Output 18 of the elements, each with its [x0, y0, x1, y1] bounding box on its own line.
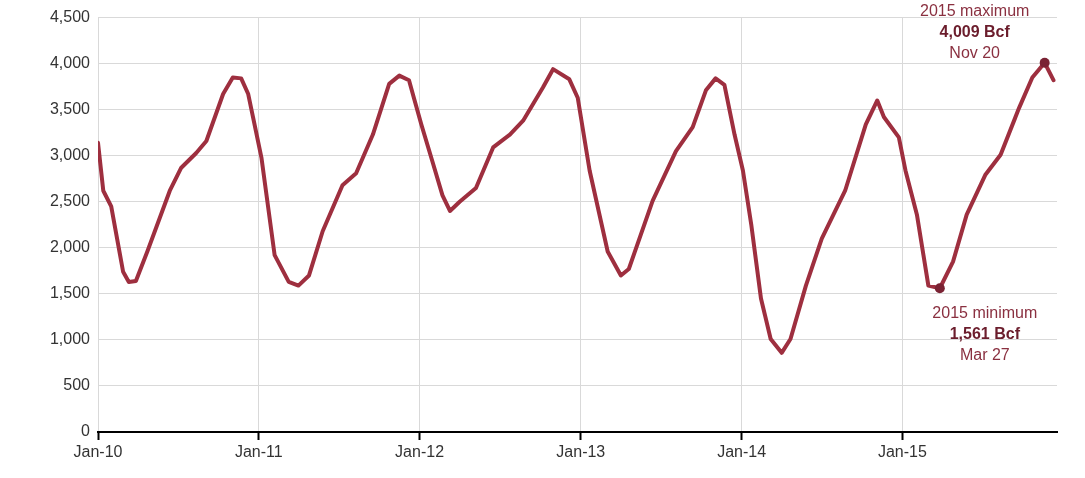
y-tick-label: 2,500 — [49, 192, 91, 210]
y-tick-label: 4,000 — [49, 54, 91, 72]
annotation: 2015 maximum 4,009 Bcf Nov 20 — [919, 2, 1030, 62]
x-tick-label: Jan-12 — [395, 443, 445, 461]
y-tick-label: 3,500 — [49, 100, 91, 118]
y-tick-label: 1,500 — [49, 284, 91, 302]
annotation: 2015 minimum 1,561 Bcf Mar 27 — [932, 303, 1038, 363]
x-tick-label: Jan-15 — [877, 443, 927, 461]
y-tick-label: 3,000 — [49, 146, 91, 164]
y-tick-label: 2,000 — [49, 238, 91, 256]
x-tick-label: Jan-13 — [556, 443, 606, 461]
x-tick-label: Jan-11 — [234, 443, 283, 461]
y-tick-label: 500 — [63, 376, 91, 394]
y-tick-label: 4,500 — [49, 8, 91, 26]
y-tick-label: 0 — [81, 422, 91, 440]
y-tick-label: 1,000 — [49, 330, 91, 348]
x-tick-label: Jan-10 — [73, 443, 123, 461]
x-tick-label: Jan-14 — [717, 443, 767, 461]
